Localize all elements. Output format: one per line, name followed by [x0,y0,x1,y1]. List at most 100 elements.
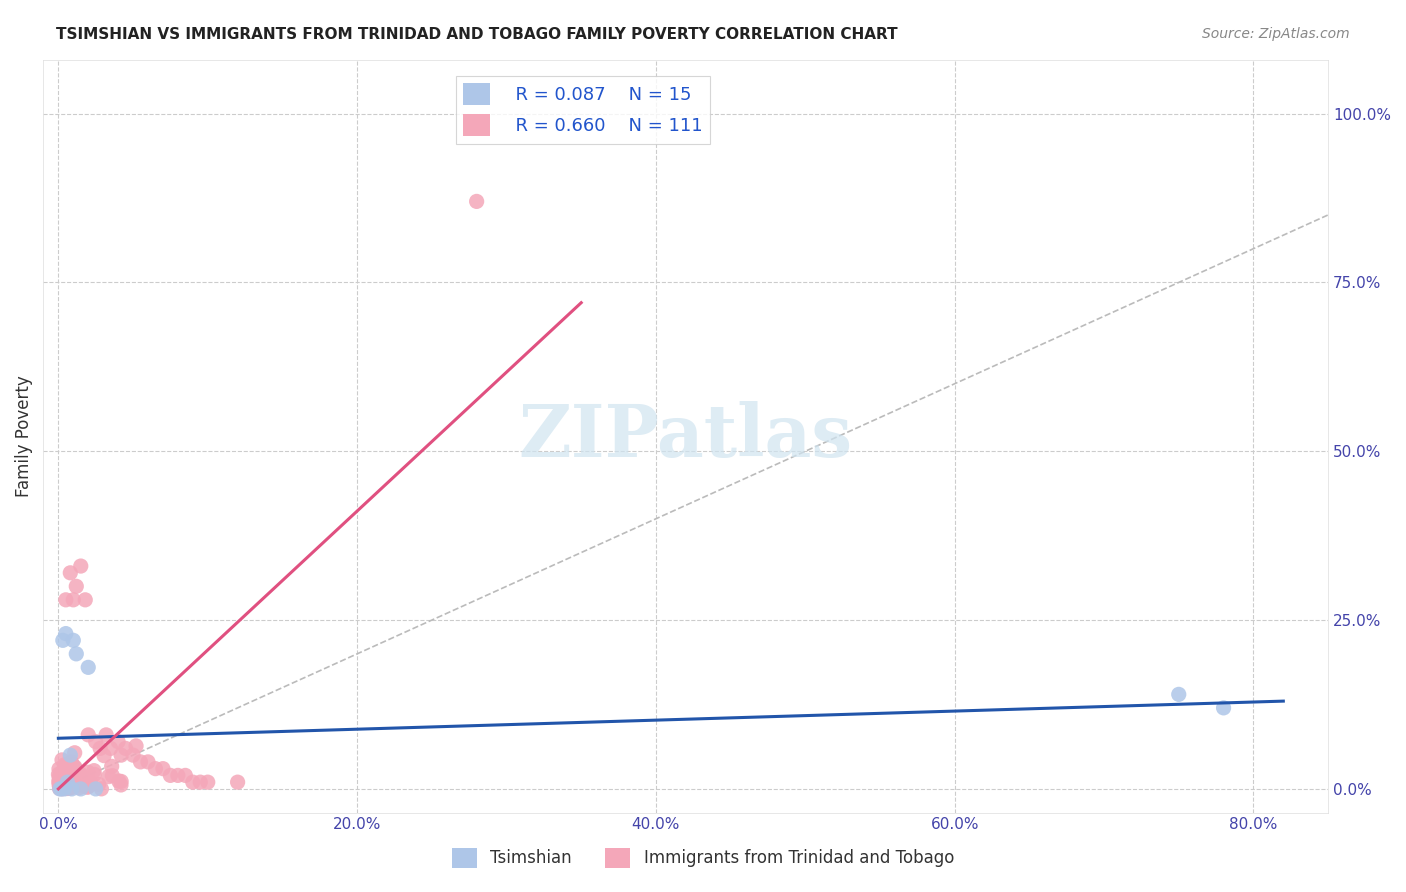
Point [75,774,97,789]
Point [83,764,105,778]
Point [122,748,145,763]
Point [65,647,87,661]
Point [63,773,86,788]
Point [51,781,73,796]
Point [51,775,73,789]
Point [55,781,77,796]
Point [174,768,197,782]
Point [55,779,77,793]
Point [59,566,82,580]
Point [53,772,76,787]
Point [55,626,77,640]
Point [60,755,83,769]
Point [51,780,73,794]
Point [69,769,91,783]
Point [69,781,91,796]
Point [84,781,107,796]
Point [70,777,93,791]
Legend: Tsimshian, Immigrants from Trinidad and Tobago: Tsimshian, Immigrants from Trinidad and … [446,841,960,875]
Point [465,194,488,209]
Text: ZIPatlas: ZIPatlas [519,401,853,472]
Point [49,781,72,796]
Point [63,746,86,760]
Point [65,778,87,792]
Point [100,759,122,773]
Point [181,775,204,789]
Point [125,739,148,753]
Point [51,765,73,780]
Point [49,780,72,795]
Point [51,753,73,767]
Point [49,776,72,790]
Point [89,741,111,756]
Point [77,660,100,674]
Y-axis label: Family Poverty: Family Poverty [15,376,32,497]
Point [69,559,91,574]
Point [197,775,219,789]
Point [48,778,70,792]
Point [48,775,70,789]
Point [49,776,72,790]
Point [51,781,73,796]
Point [49,779,72,793]
Point [53,781,76,796]
Point [51,780,73,795]
Point [1167,687,1189,701]
Point [73,772,96,786]
Point [53,767,76,781]
Point [60,778,83,792]
Point [100,741,122,756]
Point [93,748,115,763]
Point [87,777,110,791]
Legend:   R = 0.087    N = 15,   R = 0.660    N = 111: R = 0.087 N = 15, R = 0.660 N = 111 [456,76,710,144]
Point [56,781,79,796]
Point [152,762,174,776]
Point [67,780,90,795]
Point [65,579,87,593]
Point [107,774,129,789]
Text: TSIMSHIAN VS IMMIGRANTS FROM TRINIDAD AND TOBAGO FAMILY POVERTY CORRELATION CHAR: TSIMSHIAN VS IMMIGRANTS FROM TRINIDAD AN… [56,27,898,42]
Point [59,748,82,763]
Point [63,760,86,774]
Point [77,765,100,780]
Point [58,781,80,796]
Point [83,767,105,781]
Point [110,748,132,763]
Point [52,774,75,789]
Point [159,768,181,782]
Point [77,728,100,742]
Point [73,779,96,793]
Point [62,592,84,607]
Point [53,779,76,793]
Point [48,781,70,796]
Point [59,764,82,779]
Point [97,770,120,784]
Point [101,769,124,783]
Point [167,768,190,782]
Point [48,775,70,789]
Point [75,779,97,793]
Point [49,778,72,792]
Point [53,772,76,786]
Point [114,741,136,756]
Point [110,774,132,789]
Point [55,780,77,794]
Point [1212,701,1234,715]
Point [76,780,98,795]
Point [53,780,76,794]
Point [75,592,97,607]
Point [62,778,84,792]
Point [79,776,101,790]
Point [226,775,249,789]
Text: Source: ZipAtlas.com: Source: ZipAtlas.com [1202,27,1350,41]
Point [65,779,87,793]
Point [51,780,73,795]
Point [55,779,77,793]
Point [60,781,83,796]
Point [63,765,86,780]
Point [48,767,70,781]
Point [53,772,76,787]
Point [52,781,75,796]
Point [49,779,72,793]
Point [62,633,84,648]
